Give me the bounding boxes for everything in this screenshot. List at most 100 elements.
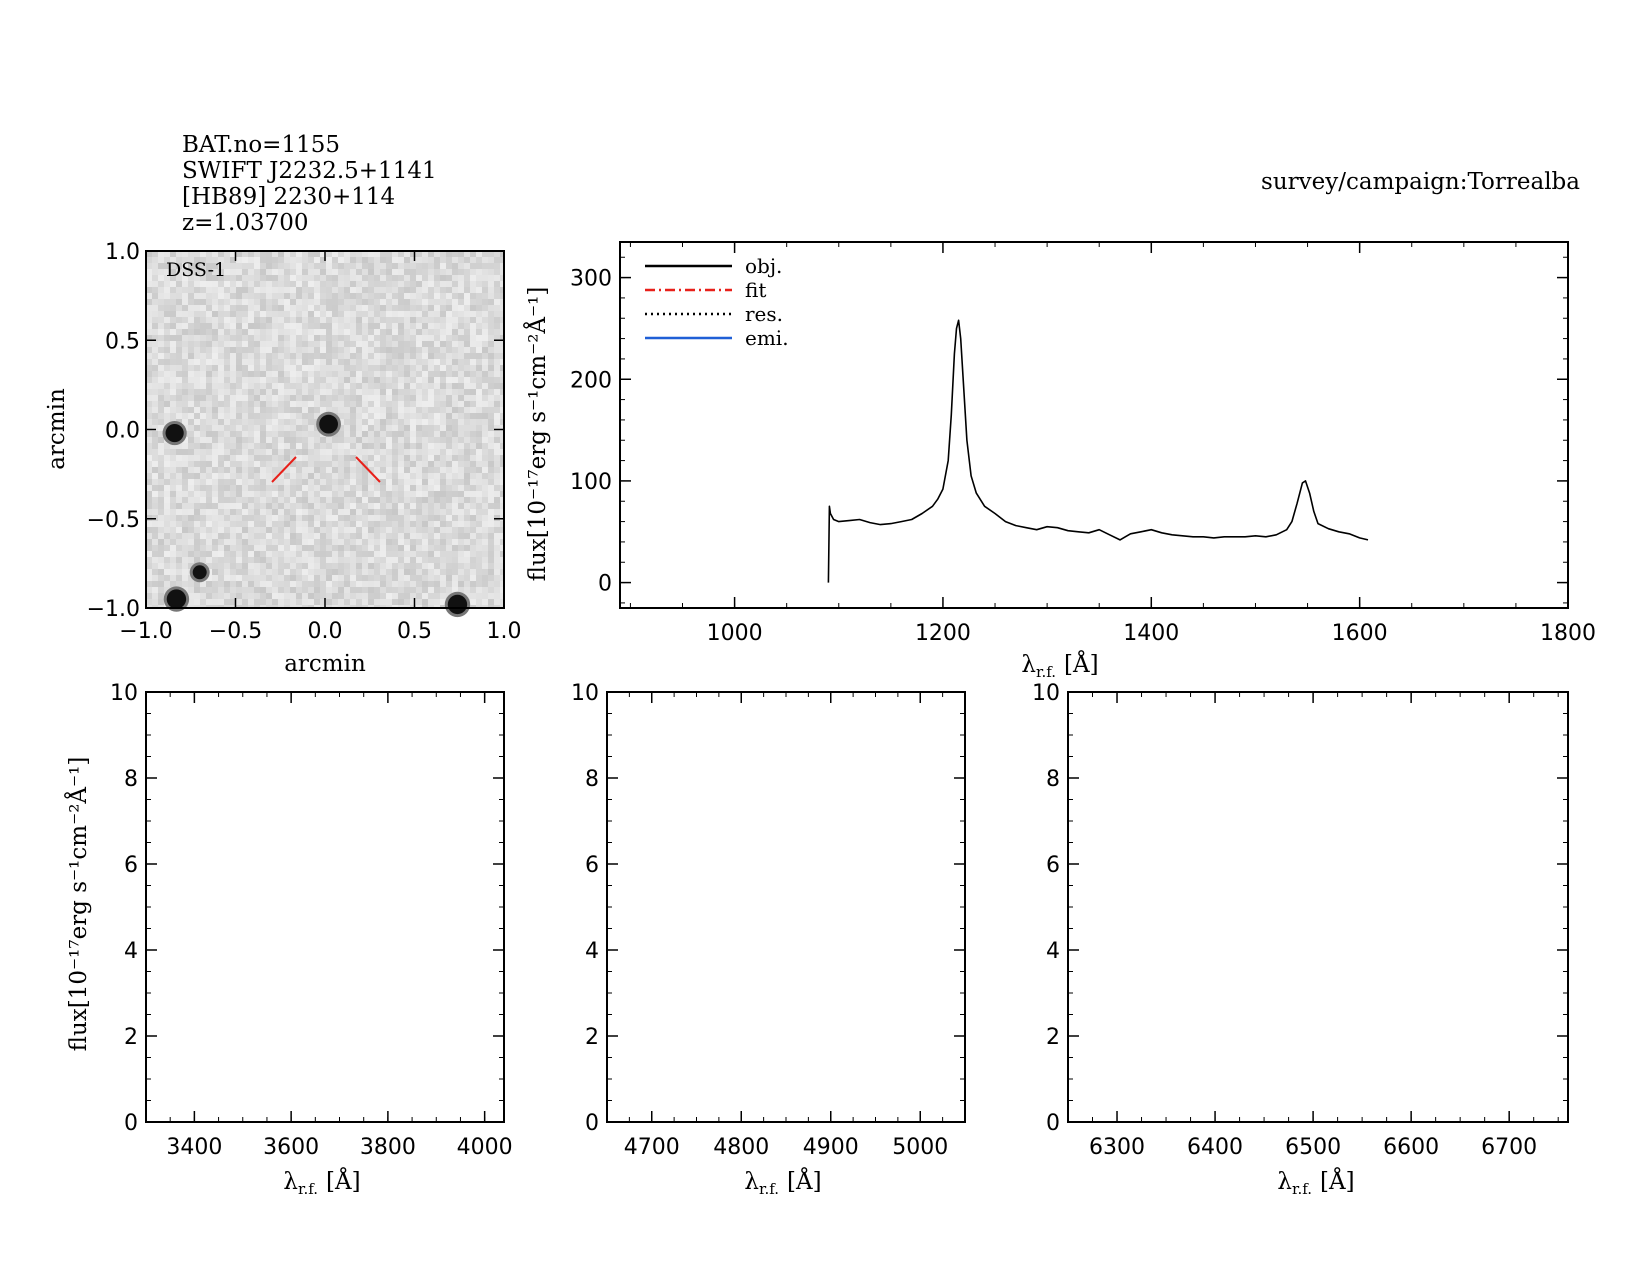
bottom-panel-3-x-label: λr.f. [Å] bbox=[1277, 1167, 1354, 1198]
y-tick-label: 4 bbox=[1046, 939, 1060, 964]
bottom-y-label: flux[10⁻¹⁷erg s⁻¹cm⁻²Å⁻¹] bbox=[64, 757, 92, 1052]
main-spectrum-series bbox=[827, 319, 1369, 583]
x-tick-label: 6700 bbox=[1481, 1135, 1537, 1160]
bottom-panel-2-axes: 4700 4800 4900 5000 0 2 4 6 8 10 bbox=[571, 681, 966, 1160]
x-tick-label: 1800 bbox=[1540, 621, 1596, 646]
dss-image-panel: DSS-1 −1.0 −0.5 0.0 0.5 1.0 1.00.50.0−0.5−1.… bbox=[44, 240, 522, 677]
dss-x-label: arcmin bbox=[284, 651, 366, 677]
y-tick-label: 8 bbox=[1046, 767, 1060, 792]
y-tick-label: 0 bbox=[1046, 1111, 1060, 1136]
dss-y-tick-label: 1.0 bbox=[105, 240, 140, 265]
x-tick-label: 5000 bbox=[892, 1135, 948, 1160]
dss-x-axis: −1.0 −0.5 0.0 0.5 1.0 bbox=[119, 251, 522, 644]
svg-text:λr.f.[Å]: λr.f. [Å] bbox=[1021, 650, 1098, 681]
bottom-panel-1-axes: 3400 3600 3800 4000 0 2 4 6 8 10 bbox=[110, 681, 513, 1160]
y-tick-label: 0 bbox=[585, 1111, 599, 1136]
plot-frame bbox=[145, 691, 505, 1123]
x-tick-label: 4900 bbox=[803, 1135, 859, 1160]
main-spectrum-panel: 1000 1200 1400 1600 1800 0 100 200 300 obj.fitre… bbox=[523, 241, 1596, 681]
target-marker-right bbox=[355, 456, 381, 483]
dss-y-tick-label: −0.5 bbox=[87, 508, 140, 533]
dss-x-tick-label: −1.0 bbox=[119, 619, 172, 644]
main-x-label: λr.f. [Å] bbox=[1021, 650, 1098, 681]
dss-x-tick-label: 1.0 bbox=[487, 619, 522, 644]
y-tick-label: 6 bbox=[1046, 853, 1060, 878]
dss-y-label: arcmin bbox=[44, 388, 70, 470]
y-tick-label: 0 bbox=[598, 572, 612, 597]
target-marker-left bbox=[271, 456, 297, 483]
y-tick-label: 8 bbox=[585, 767, 599, 792]
y-tick-label: 4 bbox=[585, 939, 599, 964]
dss-y-axis: 1.0 0.5 0.0 −0.5 −1.0 bbox=[87, 240, 504, 622]
source-star bbox=[165, 423, 184, 443]
survey-label: survey/campaign:Torrealba bbox=[1261, 169, 1580, 195]
y-tick-label: 2 bbox=[124, 1025, 138, 1050]
target-marker bbox=[271, 456, 381, 483]
dss-x-tick-label: 0.0 bbox=[308, 619, 343, 644]
dss-label: DSS-1 bbox=[166, 259, 226, 281]
bottom-panel-3-axes: 6300 6400 6500 6600 6700 0 2 4 6 8 10 bbox=[1032, 681, 1569, 1160]
bottom-panel-1: 3400 3600 3800 4000 0 2 4 6 8 10 flux[10⁻¹⁷erg s⁻… bbox=[64, 681, 513, 1198]
source-star bbox=[166, 589, 187, 609]
y-tick-label: 10 bbox=[571, 681, 599, 706]
x-tick-label: 6400 bbox=[1187, 1135, 1243, 1160]
y-tick-label: 6 bbox=[124, 853, 138, 878]
header-block: BAT.no=1155 SWIFT J2232.5+1141 [HB89] 22… bbox=[182, 132, 1580, 236]
x-tick-label: 6300 bbox=[1089, 1135, 1145, 1160]
source-star bbox=[447, 594, 468, 615]
x-tick-label: 1000 bbox=[707, 621, 763, 646]
x-tick-label: 1600 bbox=[1332, 621, 1388, 646]
swift-name: SWIFT J2232.5+1141 bbox=[182, 158, 437, 184]
y-tick-label: 8 bbox=[124, 767, 138, 792]
y-tick-label: 10 bbox=[110, 681, 138, 706]
dss-y-tick-label: 0.0 bbox=[105, 419, 140, 444]
lambda-subscript: r.f. bbox=[1036, 663, 1056, 681]
x-tick-label: 1400 bbox=[1123, 621, 1179, 646]
lambda-unit: [Å] bbox=[1064, 650, 1099, 678]
dss-y-tick-label: −1.0 bbox=[87, 597, 140, 622]
y-tick-label: 6 bbox=[585, 853, 599, 878]
redshift: z=1.03700 bbox=[182, 210, 309, 236]
x-tick-label: 6600 bbox=[1383, 1135, 1439, 1160]
bottom-panel-3: 6300 6400 6500 6600 6700 0 2 4 6 8 10 λr.f. [Å] bbox=[1032, 681, 1569, 1198]
legend-label: res. bbox=[745, 302, 783, 326]
x-tick-label: 1200 bbox=[915, 621, 971, 646]
y-tick-label: 2 bbox=[585, 1025, 599, 1050]
bottom-panel-2: 4700 4800 4900 5000 0 2 4 6 8 10 λr.f. [Å] bbox=[571, 681, 966, 1198]
legend-label: fit bbox=[745, 278, 766, 302]
source-star bbox=[192, 565, 207, 580]
x-tick-label: 6500 bbox=[1285, 1135, 1341, 1160]
dss-image-background bbox=[146, 251, 504, 608]
y-tick-label: 200 bbox=[570, 368, 612, 393]
bottom-panel-2-x-label: λr.f. [Å] bbox=[744, 1167, 821, 1198]
x-tick-label: 4800 bbox=[713, 1135, 769, 1160]
plot-frame bbox=[619, 241, 1569, 609]
series-obj-line bbox=[827, 319, 1369, 583]
lambda-symbol: λ bbox=[1021, 652, 1036, 678]
alt-name: [HB89] 2230+114 bbox=[182, 184, 395, 210]
dss-x-tick-label: −0.5 bbox=[209, 619, 262, 644]
y-tick-label: 300 bbox=[570, 267, 612, 292]
y-tick-label: 2 bbox=[1046, 1025, 1060, 1050]
x-tick-label: 4000 bbox=[457, 1135, 513, 1160]
legend-label: emi. bbox=[745, 326, 789, 350]
x-tick-label: 3800 bbox=[360, 1135, 416, 1160]
dss-x-tick-label: 0.5 bbox=[397, 619, 432, 644]
legend-label: obj. bbox=[745, 254, 782, 278]
y-tick-label: 4 bbox=[124, 939, 138, 964]
y-tick-label: 0 bbox=[124, 1111, 138, 1136]
plot-frame bbox=[606, 691, 966, 1123]
plot-frame bbox=[1067, 691, 1569, 1123]
main-spectrum-axes: 1000 1200 1400 1600 1800 0 100 200 300 bbox=[570, 241, 1596, 646]
x-tick-label: 3600 bbox=[263, 1135, 319, 1160]
dss-y-tick-label: 0.5 bbox=[105, 329, 140, 354]
main-y-label: flux[10⁻¹⁷erg s⁻¹cm⁻²Å⁻¹] bbox=[523, 287, 551, 582]
y-tick-label: 10 bbox=[1032, 681, 1060, 706]
source-star bbox=[319, 414, 338, 434]
y-tick-label: 100 bbox=[570, 470, 612, 495]
x-tick-label: 3400 bbox=[166, 1135, 222, 1160]
bat-number: BAT.no=1155 bbox=[182, 132, 340, 158]
x-tick-label: 4700 bbox=[624, 1135, 680, 1160]
